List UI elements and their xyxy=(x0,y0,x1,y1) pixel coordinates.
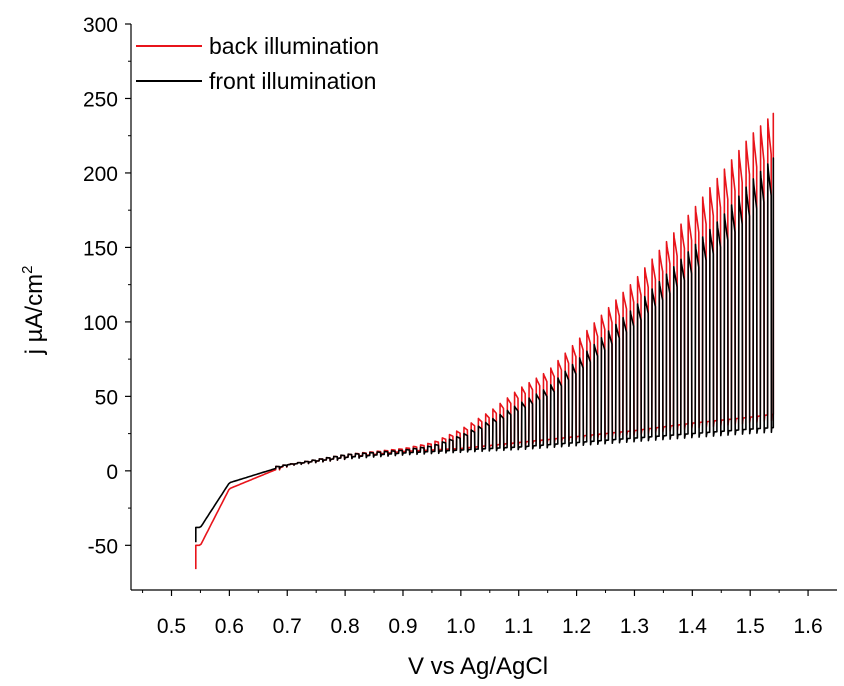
series-front-illumination-line xyxy=(195,157,775,543)
y-tick-label: 0 xyxy=(106,461,118,484)
x-tick-label: 1.2 xyxy=(562,615,591,638)
x-tick-label: 1.1 xyxy=(504,615,533,638)
legend-label-front: front illumination xyxy=(209,68,376,94)
y-axis-label-main: j µA/cm xyxy=(21,274,48,356)
x-axis-label: V vs Ag/AgCl xyxy=(408,653,548,680)
x-tick-label: 1.0 xyxy=(446,615,475,638)
y-tick-label: 100 xyxy=(83,312,118,335)
y-tick-label: 50 xyxy=(95,386,118,409)
series-back-illumination-line xyxy=(195,112,775,570)
y-axis-label-superscript: 2 xyxy=(19,266,36,274)
x-tick-label: 1.5 xyxy=(736,615,765,638)
x-tick-label: 0.8 xyxy=(331,615,360,638)
axes: -50 0 50 100 150 200 250 300 0.5 0.6 0.7 0.8 0.9 1.0 1… xyxy=(83,14,837,638)
x-tick-label: 1.6 xyxy=(793,615,822,638)
x-tick-label: 1.3 xyxy=(620,615,649,638)
y-axis-label: j µA/cm2 xyxy=(19,266,48,356)
y-tick-label: -50 xyxy=(88,535,118,558)
x-tick-label: 0.9 xyxy=(388,615,417,638)
y-tick-label: 150 xyxy=(83,237,118,260)
y-tick-label: 200 xyxy=(83,163,118,186)
legend-label-back: back illumination xyxy=(209,33,379,59)
x-tick-label: 0.7 xyxy=(273,615,302,638)
y-tick-label: 300 xyxy=(83,14,118,37)
legend: back illumination front illumination xyxy=(136,33,379,94)
x-tick-label: 1.4 xyxy=(678,615,708,638)
y-tick-label: 250 xyxy=(83,88,118,111)
x-tick-label: 0.5 xyxy=(157,615,186,638)
x-tick-label: 0.6 xyxy=(215,615,244,638)
series-layer xyxy=(195,112,775,570)
